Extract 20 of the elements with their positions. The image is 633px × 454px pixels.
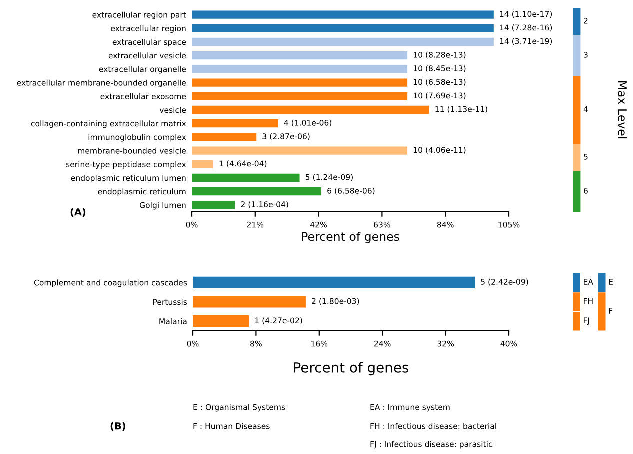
bar [192, 146, 408, 155]
bar [192, 10, 494, 19]
bar [192, 24, 494, 32]
text: (B) [110, 422, 126, 431]
bar [192, 92, 408, 100]
bar [192, 38, 494, 46]
bar [192, 133, 257, 142]
x-axis-title: Percent of genes [302, 232, 400, 244]
bar [192, 160, 214, 168]
bar [192, 174, 300, 182]
bar [192, 65, 408, 74]
bar [192, 201, 236, 210]
bar [192, 52, 408, 60]
bar [192, 188, 322, 196]
x-axis-title: Percent of genes [294, 362, 409, 376]
bar [192, 78, 408, 87]
bar [192, 120, 278, 128]
text: (A) [70, 208, 86, 217]
bar [192, 106, 430, 114]
legend-title: Max Level [618, 81, 628, 139]
